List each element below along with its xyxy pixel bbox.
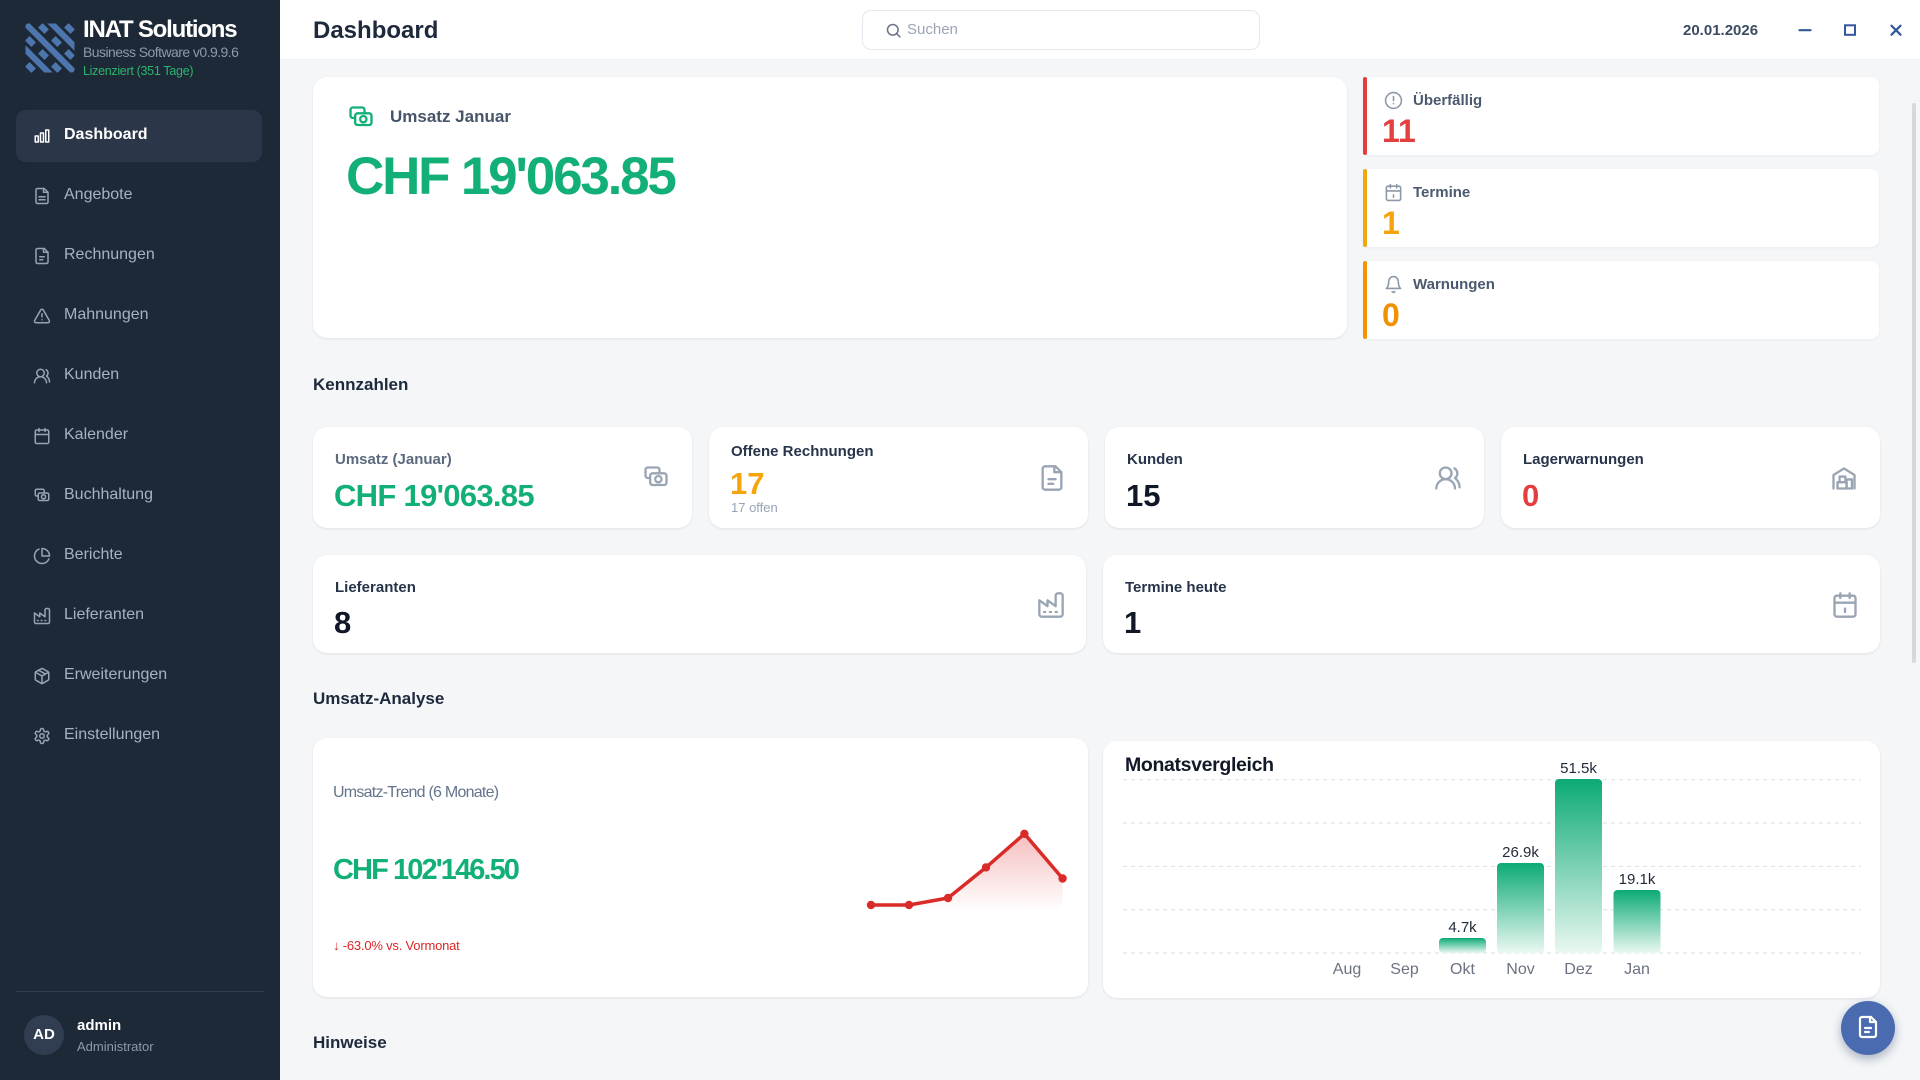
svg-text:Jan: Jan: [1624, 961, 1650, 978]
svg-text:51.5k: 51.5k: [1560, 760, 1597, 777]
svg-text:19.1k: 19.1k: [1619, 871, 1656, 888]
svg-text:Aug: Aug: [1333, 961, 1361, 978]
svg-text:Dez: Dez: [1564, 961, 1592, 978]
svg-text:26.9k: 26.9k: [1502, 844, 1539, 861]
svg-text:Okt: Okt: [1450, 961, 1475, 978]
svg-text:4.7k: 4.7k: [1448, 919, 1477, 936]
svg-text:Nov: Nov: [1506, 961, 1534, 978]
svg-text:Sep: Sep: [1390, 961, 1419, 978]
